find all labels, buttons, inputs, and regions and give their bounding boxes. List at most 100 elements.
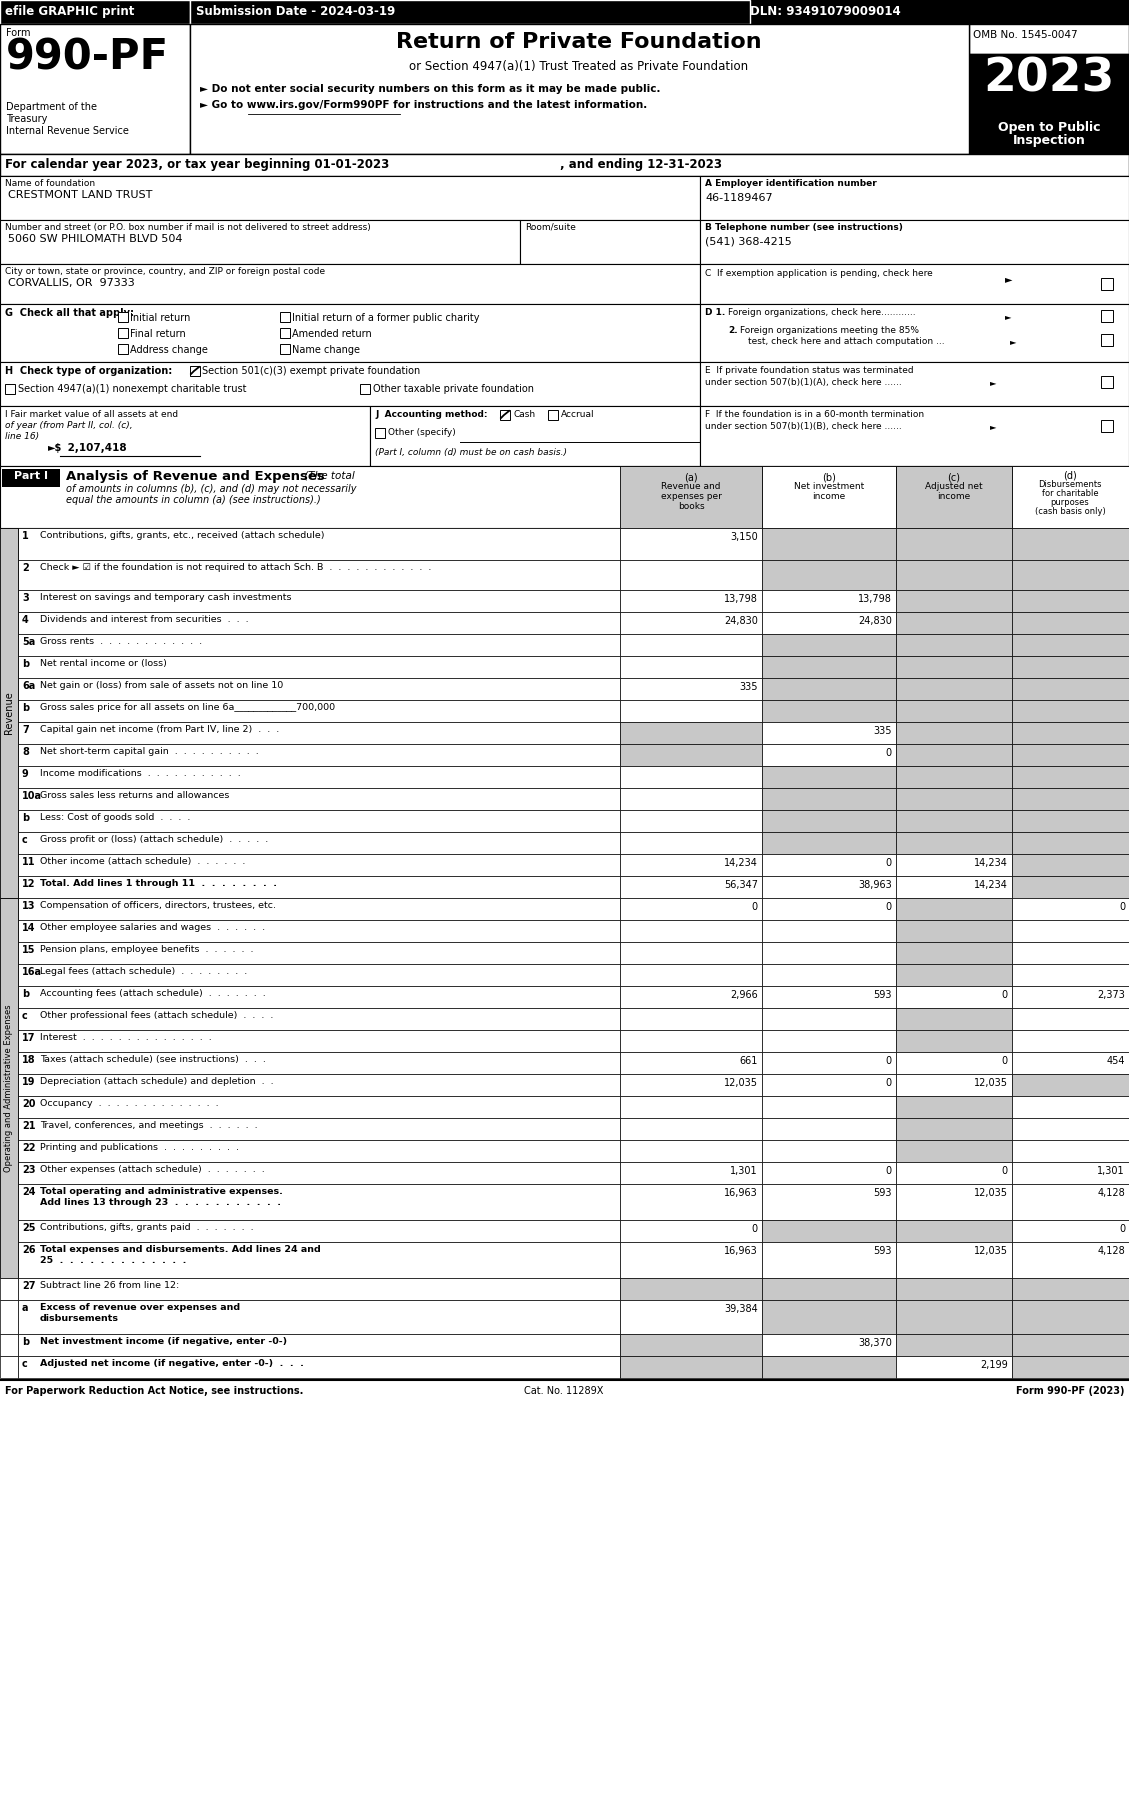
Text: 38,963: 38,963 bbox=[858, 879, 892, 890]
Text: 2.: 2. bbox=[728, 325, 737, 334]
Bar bbox=[620, 942, 762, 964]
Bar bbox=[280, 313, 290, 322]
Text: Disbursements: Disbursements bbox=[1039, 480, 1102, 489]
Text: or Section 4947(a)(1) Trust Treated as Private Foundation: or Section 4947(a)(1) Trust Treated as P… bbox=[410, 59, 749, 74]
Text: b: b bbox=[21, 1338, 29, 1347]
Text: 2,199: 2,199 bbox=[980, 1359, 1008, 1370]
Bar bbox=[896, 1185, 1012, 1221]
Bar bbox=[762, 897, 896, 921]
Text: ►: ► bbox=[1005, 313, 1012, 322]
Bar bbox=[18, 656, 620, 678]
Bar bbox=[620, 656, 762, 678]
Text: F  If the foundation is in a 60-month termination: F If the foundation is in a 60-month ter… bbox=[704, 410, 925, 419]
Bar bbox=[896, 1221, 1012, 1242]
Text: Foreign organizations meeting the 85%: Foreign organizations meeting the 85% bbox=[739, 325, 919, 334]
Text: 24,830: 24,830 bbox=[858, 617, 892, 626]
Bar bbox=[0, 0, 1129, 23]
Bar bbox=[1012, 1140, 1129, 1162]
Bar bbox=[1012, 1118, 1129, 1140]
Text: Section 4947(a)(1) nonexempt charitable trust: Section 4947(a)(1) nonexempt charitable … bbox=[18, 385, 246, 394]
Bar bbox=[18, 964, 620, 985]
Text: 17: 17 bbox=[21, 1034, 35, 1043]
Bar bbox=[620, 1300, 762, 1334]
Bar bbox=[18, 1073, 620, 1097]
Bar bbox=[762, 723, 896, 744]
Bar bbox=[18, 854, 620, 876]
Bar bbox=[762, 559, 896, 590]
Bar bbox=[762, 1009, 896, 1030]
Text: Submission Date - 2024-03-19: Submission Date - 2024-03-19 bbox=[196, 5, 395, 18]
Text: J  Accounting method:: J Accounting method: bbox=[375, 410, 488, 419]
Bar bbox=[620, 832, 762, 854]
Bar bbox=[762, 656, 896, 678]
Bar bbox=[896, 559, 1012, 590]
Bar bbox=[896, 1242, 1012, 1278]
Text: Gross profit or (loss) (attach schedule)  .  .  .  .  .: Gross profit or (loss) (attach schedule)… bbox=[40, 834, 269, 843]
Text: 56,347: 56,347 bbox=[724, 879, 758, 890]
Text: CRESTMONT LAND TRUST: CRESTMONT LAND TRUST bbox=[8, 191, 152, 200]
Text: Gross sales less returns and allowances: Gross sales less returns and allowances bbox=[40, 791, 229, 800]
Bar bbox=[1012, 921, 1129, 942]
Text: Adjusted net: Adjusted net bbox=[925, 482, 983, 491]
Bar bbox=[620, 699, 762, 723]
Bar bbox=[1101, 421, 1113, 432]
Bar bbox=[896, 1052, 1012, 1073]
Text: Dividends and interest from securities  .  .  .: Dividends and interest from securities .… bbox=[40, 615, 248, 624]
Text: (b): (b) bbox=[822, 473, 835, 482]
Bar bbox=[1012, 1221, 1129, 1242]
Bar bbox=[548, 410, 558, 421]
Bar bbox=[1012, 1073, 1129, 1097]
Text: G  Check all that apply:: G Check all that apply: bbox=[5, 307, 134, 318]
Text: 0: 0 bbox=[886, 748, 892, 759]
Bar bbox=[1012, 1334, 1129, 1356]
Text: D 1.: D 1. bbox=[704, 307, 725, 316]
Text: Occupancy  .  .  .  .  .  .  .  .  .  .  .  .  .  .: Occupancy . . . . . . . . . . . . . . bbox=[40, 1099, 219, 1108]
Text: Amended return: Amended return bbox=[292, 329, 371, 340]
Text: Revenue and: Revenue and bbox=[662, 482, 720, 491]
Text: 13,798: 13,798 bbox=[858, 593, 892, 604]
Bar bbox=[1012, 656, 1129, 678]
Bar bbox=[620, 1030, 762, 1052]
Bar bbox=[18, 1221, 620, 1242]
Bar bbox=[896, 985, 1012, 1009]
Bar bbox=[620, 1073, 762, 1097]
Bar bbox=[762, 744, 896, 766]
Text: Cash: Cash bbox=[513, 410, 535, 419]
Bar bbox=[762, 788, 896, 811]
Text: Form 990-PF (2023): Form 990-PF (2023) bbox=[1015, 1386, 1124, 1395]
Bar bbox=[620, 788, 762, 811]
Bar bbox=[620, 1052, 762, 1073]
Text: 15: 15 bbox=[21, 946, 35, 955]
Text: 7: 7 bbox=[21, 725, 28, 735]
Text: ► Do not enter social security numbers on this form as it may be made public.: ► Do not enter social security numbers o… bbox=[200, 85, 660, 93]
Bar bbox=[0, 0, 190, 23]
Bar bbox=[18, 1009, 620, 1030]
Text: Pension plans, employee benefits  .  .  .  .  .  .: Pension plans, employee benefits . . . .… bbox=[40, 946, 254, 955]
Bar bbox=[620, 1334, 762, 1356]
Text: Other taxable private foundation: Other taxable private foundation bbox=[373, 385, 534, 394]
Bar bbox=[762, 811, 896, 832]
Bar bbox=[1012, 811, 1129, 832]
Bar bbox=[896, 832, 1012, 854]
Bar bbox=[1012, 854, 1129, 876]
Bar bbox=[1012, 678, 1129, 699]
Text: 661: 661 bbox=[739, 1055, 758, 1066]
Bar bbox=[762, 1334, 896, 1356]
Bar bbox=[762, 964, 896, 985]
Bar bbox=[1012, 699, 1129, 723]
Text: Net investment: Net investment bbox=[794, 482, 864, 491]
Text: Adjusted net income (if negative, enter -0-)  .  .  .: Adjusted net income (if negative, enter … bbox=[40, 1359, 304, 1368]
Bar bbox=[762, 1242, 896, 1278]
Text: 14,234: 14,234 bbox=[974, 879, 1008, 890]
Bar bbox=[762, 921, 896, 942]
Bar bbox=[1012, 590, 1129, 611]
Text: 22: 22 bbox=[21, 1144, 35, 1153]
Bar bbox=[0, 1334, 18, 1356]
Text: Number and street (or P.O. box number if mail is not delivered to street address: Number and street (or P.O. box number if… bbox=[5, 223, 370, 232]
Text: ►$: ►$ bbox=[49, 442, 62, 453]
Text: 2,373: 2,373 bbox=[1097, 991, 1124, 1000]
Bar bbox=[896, 876, 1012, 897]
Bar bbox=[18, 1162, 620, 1185]
Text: Travel, conferences, and meetings  .  .  .  .  .  .: Travel, conferences, and meetings . . . … bbox=[40, 1120, 257, 1129]
Text: Compensation of officers, directors, trustees, etc.: Compensation of officers, directors, tru… bbox=[40, 901, 275, 910]
